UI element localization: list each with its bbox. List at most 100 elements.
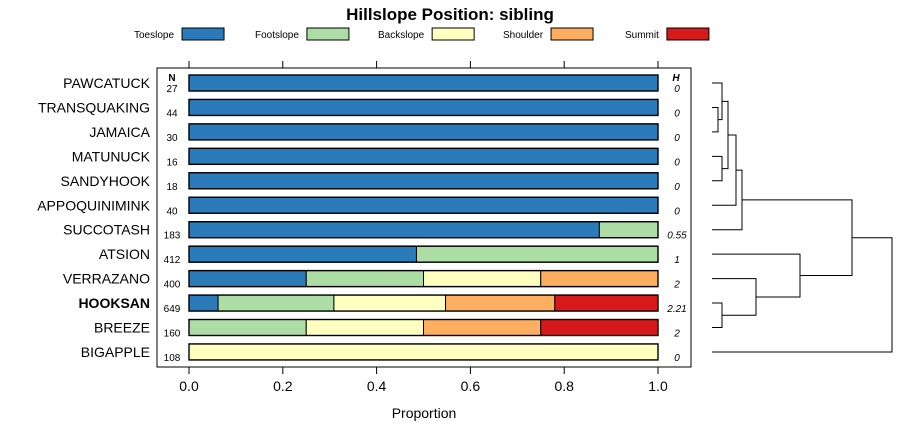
row-appoquinimink: APPOQUINIMINK 40 0 bbox=[37, 196, 680, 217]
dendrogram-branch-0 bbox=[712, 106, 719, 133]
x-tick-label-3: 0.6 bbox=[461, 378, 481, 394]
n-value: 412 bbox=[164, 255, 181, 266]
h-value: 0 bbox=[674, 157, 680, 168]
bar-segment-backslope bbox=[188, 343, 659, 361]
bar-outline bbox=[188, 74, 659, 92]
row-jamaica: JAMAICA 30 0 bbox=[89, 123, 680, 144]
h-column-header: H bbox=[672, 73, 680, 84]
row-breeze: BREEZE 160 2 bbox=[94, 318, 680, 340]
dendrogram-branch-3 bbox=[722, 100, 729, 170]
bar-segment-footslope bbox=[305, 270, 424, 288]
x-tick-label-4: 0.8 bbox=[554, 378, 574, 394]
bar-segment-toeslope bbox=[188, 294, 219, 312]
bar-outline bbox=[188, 269, 659, 288]
bar-segment-toeslope bbox=[188, 74, 659, 92]
bar-segment-shoulder bbox=[423, 319, 542, 336]
plot-frame bbox=[156, 67, 692, 368]
h-value: 1 bbox=[674, 255, 680, 266]
n-value: 18 bbox=[166, 182, 178, 193]
legend: Toeslope Footslope Backslope Shoulder Summit bbox=[134, 27, 710, 41]
n-value: 183 bbox=[164, 231, 181, 242]
bar-segment-toeslope bbox=[188, 172, 659, 190]
legend-swatch-footslope bbox=[306, 27, 350, 41]
legend-label-summit: Summit bbox=[625, 30, 659, 41]
bar-segment-toeslope bbox=[188, 245, 417, 263]
row-sandyhook: SANDYHOOK 18 0 bbox=[61, 172, 680, 193]
bar-segment-footslope bbox=[217, 294, 335, 312]
n-value: 160 bbox=[164, 329, 181, 340]
bar-outline bbox=[188, 245, 659, 263]
bar-segment-shoulder bbox=[445, 294, 556, 312]
dendrogram-branch-5 bbox=[712, 169, 743, 231]
row-label: SUCCOTASH bbox=[63, 222, 150, 238]
row-label: ATSION bbox=[99, 246, 150, 262]
row-label: BIGAPPLE bbox=[81, 344, 150, 360]
legend-label-backslope: Backslope bbox=[378, 30, 425, 41]
bar-segment-summit bbox=[540, 319, 659, 336]
row-label: APPOQUINIMINK bbox=[37, 197, 150, 213]
row-label: JAMAICA bbox=[89, 124, 150, 140]
row-verrazano: VERRAZANO 400 2 bbox=[63, 269, 680, 291]
row-label: HOOKSAN bbox=[78, 295, 150, 311]
n-value: 30 bbox=[166, 133, 178, 144]
bar-segment-toeslope bbox=[188, 147, 659, 165]
bar-outline bbox=[188, 123, 659, 141]
dendrogram-branch-2 bbox=[712, 155, 723, 182]
bar-outline bbox=[188, 343, 659, 361]
row-transquaking: TRANSQUAKING 44 0 bbox=[38, 98, 680, 119]
row-label: SANDYHOOK bbox=[61, 173, 151, 189]
bar-segment-footslope bbox=[415, 245, 659, 263]
legend-label-toeslope: Toeslope bbox=[134, 30, 174, 41]
x-axis: 0.0 0.2 0.4 0.6 0.8 1.0 bbox=[179, 367, 668, 394]
row-label: PAWCATUCK bbox=[63, 75, 151, 91]
h-value: 2 bbox=[673, 329, 680, 340]
x-tick-label-5: 1.0 bbox=[648, 378, 668, 394]
legend-swatch-toeslope bbox=[181, 27, 225, 41]
bar-segment-footslope bbox=[598, 221, 659, 239]
dendrogram-branch-1 bbox=[712, 82, 723, 121]
n-value: 16 bbox=[166, 157, 178, 168]
bar-outline bbox=[188, 294, 659, 312]
dendrogram-branch-9 bbox=[742, 199, 853, 277]
n-value: 649 bbox=[164, 304, 181, 315]
n-column-header: N bbox=[168, 73, 175, 84]
row-label: MATUNUCK bbox=[72, 148, 151, 164]
row-hooksan: HOOKSAN 649 2.21 bbox=[78, 294, 687, 315]
bar-segment-backslope bbox=[305, 319, 424, 336]
bar-segment-toeslope bbox=[188, 221, 600, 239]
x-tick-label-0: 0.0 bbox=[179, 378, 199, 394]
bar-segment-backslope bbox=[333, 294, 447, 312]
n-value: 27 bbox=[166, 84, 178, 95]
dendrogram bbox=[712, 82, 893, 353]
row-matunuck: MATUNUCK 16 0 bbox=[72, 147, 680, 168]
bar-segment-toeslope bbox=[188, 270, 307, 288]
bar-segment-toeslope bbox=[188, 123, 659, 141]
legend-swatch-summit bbox=[666, 27, 710, 41]
bar-outline bbox=[188, 147, 659, 166]
row-label: TRANSQUAKING bbox=[38, 99, 150, 115]
h-value: 2 bbox=[673, 280, 680, 291]
bar-outline bbox=[188, 220, 659, 239]
h-value: 0 bbox=[674, 353, 680, 364]
h-value: 0 bbox=[674, 84, 680, 95]
legend-label-shoulder: Shoulder bbox=[503, 30, 544, 41]
bar-segment-footslope bbox=[188, 319, 307, 336]
h-value: 0 bbox=[674, 108, 680, 119]
h-value: 0 bbox=[674, 206, 680, 217]
legend-swatch-backslope bbox=[431, 27, 475, 41]
bar-segment-backslope bbox=[423, 270, 542, 288]
h-value: 0 bbox=[674, 133, 680, 144]
h-value: 0 bbox=[674, 182, 680, 193]
legend-label-footslope: Footslope bbox=[255, 30, 299, 41]
bar-outline bbox=[188, 196, 659, 214]
row-atsion: ATSION 412 1 bbox=[99, 245, 680, 266]
bar-outline bbox=[188, 98, 659, 117]
row-succotash: SUCCOTASH 183 0.55 bbox=[63, 220, 687, 242]
bar-segment-toeslope bbox=[188, 196, 659, 214]
n-value: 108 bbox=[164, 353, 181, 364]
dendrogram-branch-7 bbox=[712, 278, 757, 316]
row-pawcatuck: PAWCATUCK 27 0 bbox=[63, 74, 680, 95]
bar-segment-toeslope bbox=[188, 98, 659, 116]
n-value: 44 bbox=[166, 108, 178, 119]
